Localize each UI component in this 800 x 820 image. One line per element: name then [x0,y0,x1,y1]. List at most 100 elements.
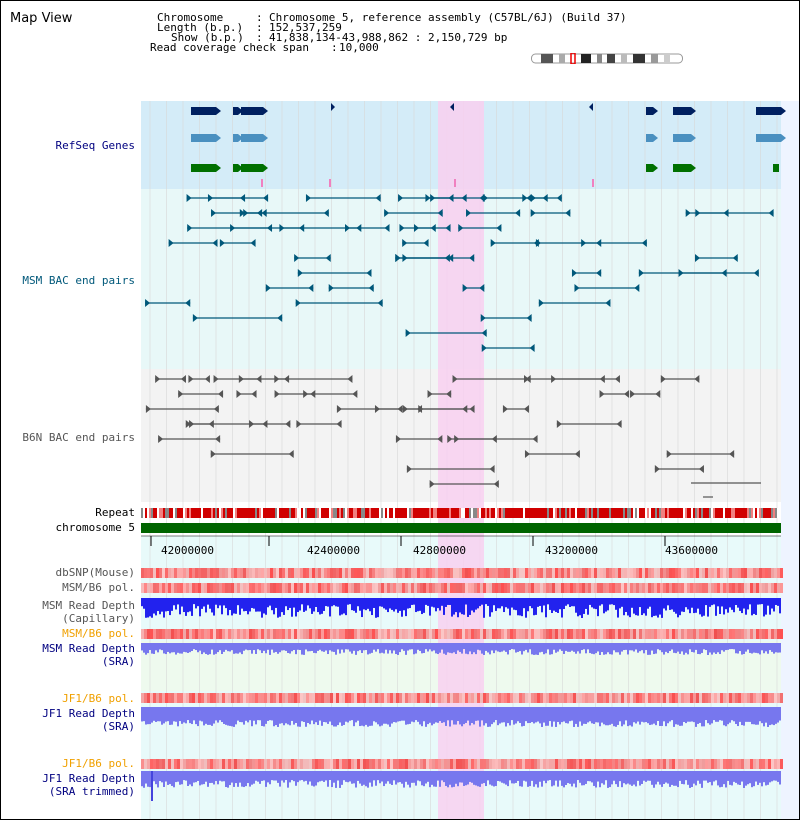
read-depth-bar [255,707,257,725]
pol-heat-cell [522,583,525,593]
axis-tick-label: 43600000 [665,544,718,557]
read-depth-bar [383,643,385,654]
pol-heat-cell [705,759,708,769]
read-depth-bar [361,643,363,653]
pol-heat-cell [321,759,324,769]
pol-heat-cell [594,583,597,593]
read-depth-bar [721,643,723,651]
pol-heat-cell [642,759,645,769]
pol-heat-cell [522,629,525,639]
read-depth-bar [221,771,223,782]
read-depth-bar [769,771,771,783]
read-depth-bar [241,771,243,787]
read-depth-bar [205,643,207,654]
read-depth-bar [301,771,303,781]
pol-heat-cell [441,629,444,639]
read-depth-bar [649,707,651,725]
pol-heat-cell [639,583,642,593]
read-depth-bar [361,771,363,786]
read-depth-bar [235,643,237,654]
read-depth-bar [161,771,163,783]
read-depth-bar [501,771,503,783]
read-depth-bar [645,598,647,616]
bac-end-marker [395,435,401,443]
pol-heat-cell [528,629,531,639]
repeat-segment [603,508,605,518]
read-depth-bar [597,771,599,782]
read-depth-bar [721,771,723,787]
pol-heat-cell [660,568,663,578]
pol-heat-cell [339,568,342,578]
read-depth-bar [553,707,555,722]
pol-heat-cell [666,583,669,593]
pol-heat-cell [456,583,459,593]
read-depth-bar [149,771,151,788]
read-depth-bar [171,771,173,786]
pol-heat-cell [246,629,249,639]
read-depth-bar [771,771,773,782]
repeat-segment [169,508,171,518]
read-depth-bar [443,771,445,783]
read-depth-bar [603,707,605,725]
read-depth-bar [543,771,545,781]
pol-heat-cell [162,568,165,578]
pol-heat-cell [438,759,441,769]
repeat-segment [495,508,497,518]
pol-heat-cell [156,568,159,578]
read-depth-bar [451,707,453,721]
pol-heat-cell [768,568,771,578]
pol-heat-cell [774,693,777,703]
read-depth-bar [141,643,143,651]
repeat-segment [275,508,277,518]
read-depth-bar [651,771,653,785]
read-depth-bar [277,598,279,618]
pol-heat-cell [408,759,411,769]
pol-heat-cell [567,568,570,578]
pol-heat-cell [471,693,474,703]
pol-heat-cell [276,693,279,703]
read-depth-bar [627,707,629,727]
pol-heat-cell [297,629,300,639]
pol-heat-cell [366,693,369,703]
read-depth-bar [637,771,639,781]
pol-heat-cell [189,583,192,593]
pol-heat-cell [240,693,243,703]
read-depth-bar [529,643,531,650]
read-depth-bar [639,707,641,725]
read-depth-bar [745,707,747,722]
repeat-segment [449,508,451,518]
pol-heat-cell [336,629,339,639]
read-depth-bar [629,707,631,726]
gene-strand-arrow [238,134,243,142]
bac-end-marker [574,450,580,458]
pol-heat-cell [282,583,285,593]
pol-heat-cell [462,583,465,593]
gene-strand-arrow [691,107,696,115]
repeat-segment [143,508,145,518]
pol-heat-cell [519,583,522,593]
pol-heat-cell [285,568,288,578]
pol-heat-cell [681,629,684,639]
read-depth-bar [473,643,475,653]
read-depth-bar [307,598,309,606]
pol-heat-cell [453,629,456,639]
read-depth-bar [383,707,385,724]
read-depth-bar [369,771,371,783]
read-depth-bar [763,643,765,654]
repeat-segment [519,508,521,518]
pol-heat-cell [621,583,624,593]
chromosome-ideogram[interactable] [531,53,683,64]
read-depth-bar [583,771,585,786]
repeat-segment [669,508,671,518]
repeat-segment [277,508,279,518]
read-depth-bar [567,771,569,784]
read-depth-bar [197,707,199,727]
read-depth-bar [757,598,759,605]
read-depth-bar [435,598,437,612]
read-depth-bar [709,643,711,653]
read-depth-bar [151,707,153,723]
pol-heat-cell [633,583,636,593]
read-depth-bar [451,643,453,654]
repeat-segment [389,508,391,518]
pol-heat-cell [741,583,744,593]
